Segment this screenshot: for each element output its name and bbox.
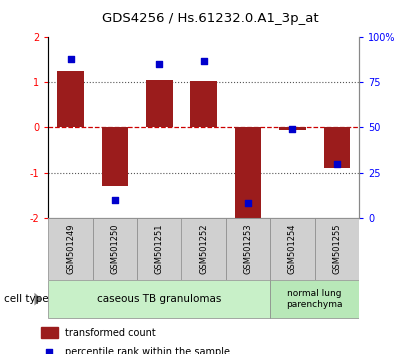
Text: GSM501249: GSM501249	[66, 223, 75, 274]
Bar	[270, 280, 359, 318]
Point	[333, 161, 340, 166]
Bar	[48, 280, 270, 318]
Text: GSM501250: GSM501250	[110, 223, 119, 274]
Point	[46, 349, 52, 354]
Bar	[146, 80, 173, 127]
Text: normal lung
parenchyma: normal lung parenchyma	[286, 290, 343, 309]
Text: cell type: cell type	[4, 294, 49, 304]
Bar	[270, 218, 315, 280]
Point	[200, 58, 207, 63]
Point	[289, 126, 296, 132]
Point	[156, 61, 163, 67]
Bar	[102, 127, 128, 186]
Text: GSM501252: GSM501252	[199, 223, 208, 274]
Bar	[235, 127, 261, 220]
Text: GSM501254: GSM501254	[288, 223, 297, 274]
Bar	[137, 218, 181, 280]
Text: GSM501251: GSM501251	[155, 223, 164, 274]
Bar	[57, 71, 84, 127]
Point	[67, 56, 74, 62]
Bar	[41, 327, 58, 338]
Bar	[48, 218, 93, 280]
Text: caseous TB granulomas: caseous TB granulomas	[97, 294, 221, 304]
Text: GSM501253: GSM501253	[244, 223, 252, 274]
Bar	[226, 218, 270, 280]
Bar	[279, 127, 306, 130]
Text: transformed count: transformed count	[65, 328, 156, 338]
Point	[112, 197, 118, 202]
Bar	[315, 218, 359, 280]
Point	[245, 200, 252, 206]
Text: percentile rank within the sample: percentile rank within the sample	[65, 347, 230, 354]
Bar	[181, 218, 226, 280]
Text: GDS4256 / Hs.61232.0.A1_3p_at: GDS4256 / Hs.61232.0.A1_3p_at	[102, 12, 318, 25]
Bar	[323, 127, 350, 168]
Text: GSM501255: GSM501255	[332, 223, 341, 274]
Bar	[93, 218, 137, 280]
Bar	[190, 81, 217, 127]
